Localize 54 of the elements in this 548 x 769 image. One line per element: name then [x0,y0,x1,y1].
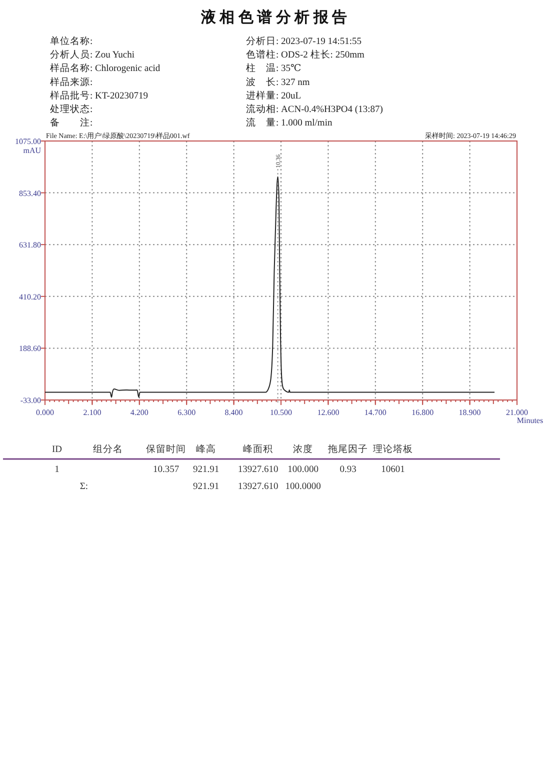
x-tick-label: 8.400 [224,408,243,417]
chart-title: 液 相 色 谱 分 析 报 告 [200,8,348,26]
y-tick-label: 1075.00 [15,137,41,146]
text: 流动相: ACN-0.4%H3PO4 (13:87) [246,103,383,115]
text: 13927.610 [238,465,278,475]
text: 1 [54,465,60,475]
x-tick-label: 4.200 [130,408,148,417]
y-axis-title: mAU [23,146,42,155]
text: 保留时间 [146,443,186,455]
text: 拖尾因子 [327,443,368,455]
text: 色谱柱: ODS-2 柱长: 250mm [246,48,365,61]
text: 理论塔板 [373,443,413,455]
text: 分析人员: Zou Yuchi [50,48,135,61]
text: 样品名称: Chlorogenic acid [50,62,160,74]
text: 峰面积 [243,443,273,455]
y-tick-label: 410.20 [19,292,41,302]
text: 峰高 [196,443,216,455]
text: 处理状态: [50,103,93,115]
text: 10601 [381,465,406,475]
x-tick-label: 12.600 [317,408,340,417]
text: 100.000 [288,465,319,475]
text: Σ: [80,482,88,492]
text: 波 长: 327 nm [246,76,310,88]
text: 100.0000 [285,482,322,492]
x-tick-label: 6.300 [178,408,196,417]
x-axis-title: Minutes [516,416,544,425]
y-tick-label: 631.80 [19,240,41,250]
x-tick-label: 2.100 [83,408,102,417]
x-tick-label: 14.700 [364,408,386,417]
text: 13927.610 [238,482,278,492]
text: 10.357 [152,465,180,475]
text: 浓度 [293,443,313,455]
line-series [44,176,496,398]
text: 0.93 [340,465,357,475]
text: 柱 温: 35℃ [246,62,302,74]
text: 备 注: [50,116,93,129]
text: 进样量: 20uL [246,89,302,102]
text: 921.91 [192,482,220,492]
x-tick-label: 10.500 [270,408,292,417]
text: 分析日: 2023-07-19 14:51:55 [246,35,362,47]
text: 921.91 [192,465,220,475]
y-tick-label: 188.60 [19,344,41,354]
text: 单位名称: [50,35,93,47]
y-tick-label: -33.00 [20,396,41,405]
text: 组分名 [93,443,123,455]
x-tick-label: 18.900 [458,408,481,417]
text: ID [52,445,62,455]
x-tick-label: 16.800 [412,408,434,417]
text: 样品来源: [50,76,93,88]
x-tick-label: 21.000 [506,408,528,417]
text: 流 量: 1.000 ml/min [246,116,332,129]
y-tick-label: 853.40 [19,188,41,198]
text: 样品批号: KT-20230719 [50,89,148,102]
x-tick-label: 0.000 [36,408,54,417]
